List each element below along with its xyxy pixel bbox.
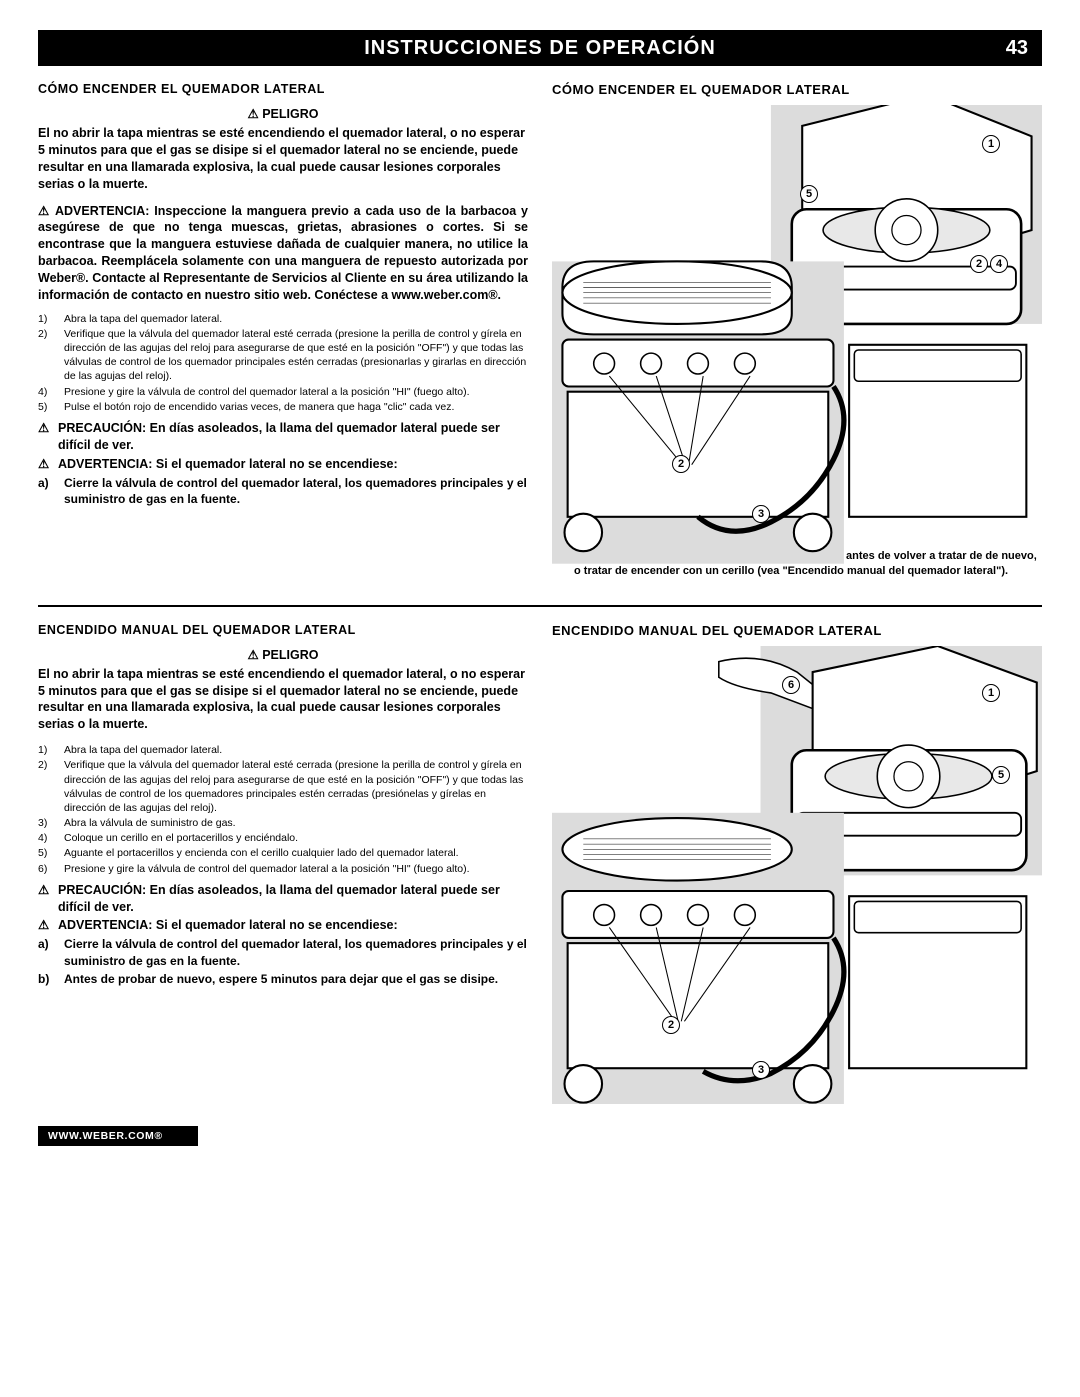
s2-steps: 1)Abra la tapa del quemador lateral. 2)V…: [38, 743, 528, 876]
page-number: 43: [1006, 37, 1028, 60]
s1-title: CÓMO ENCENDER EL QUEMADOR LATERAL: [38, 82, 528, 96]
section-1-left: CÓMO ENCENDER EL QUEMADOR LATERAL ⚠ PELI…: [38, 82, 528, 579]
callout-4: 4: [990, 255, 1008, 273]
page: INSTRUCCIONES DE OPERACIÓN 43 CÓMO ENCEN…: [0, 0, 1080, 1166]
section-2-left: ENCENDIDO MANUAL DEL QUEMADOR LATERAL ⚠ …: [38, 623, 528, 1090]
callout-2b: 2: [672, 455, 690, 473]
s2-sub-a: a)Cierre la válvula de control del quema…: [38, 936, 528, 968]
s1-sub-a: a)Cierre la válvula de control del quema…: [38, 475, 528, 507]
grill-diagram-1: [552, 105, 1042, 564]
footer-url: WWW.WEBER.COM®: [38, 1126, 198, 1146]
callout-6: 6: [782, 676, 800, 694]
callout-2c: 2: [662, 1016, 680, 1034]
header-bar: INSTRUCCIONES DE OPERACIÓN 43: [38, 30, 1042, 66]
s1-steps: 1)Abra la tapa del quemador lateral. 2)V…: [38, 312, 528, 414]
s2-sub-b: b)Antes de probar de nuevo, espere 5 min…: [38, 971, 528, 987]
s1-precaution: ⚠PRECAUCIÓN: En días asoleados, la llama…: [38, 420, 528, 454]
illustration-1: 1 5 2 4 2 3: [552, 105, 1042, 545]
list-item: 3)Abra la válvula de suministro de gas.: [38, 816, 528, 830]
list-item: 2)Verifique que la válvula del quemador …: [38, 327, 528, 384]
list-item: 2)Verifique que la válvula del quemador …: [38, 758, 528, 815]
list-item: 6)Presione y gire la válvula de control …: [38, 862, 528, 876]
s2-right-title: ENCENDIDO MANUAL DEL QUEMADOR LATERAL: [552, 623, 1042, 638]
list-item: 1)Abra la tapa del quemador lateral.: [38, 312, 528, 326]
callout-2a: 2: [970, 255, 988, 273]
callout-5: 5: [800, 185, 818, 203]
callout-3: 3: [752, 505, 770, 523]
section-2-right: ENCENDIDO MANUAL DEL QUEMADOR LATERAL: [552, 623, 1042, 1090]
section-2: ENCENDIDO MANUAL DEL QUEMADOR LATERAL ⚠ …: [38, 623, 1042, 1090]
section-1-right: CÓMO ENCENDER EL QUEMADOR LATERAL: [552, 82, 1042, 579]
callout-1b: 1: [982, 684, 1000, 702]
s1-warn-text: ⚠ ADVERTENCIA: Inspeccione la manguera p…: [38, 203, 528, 304]
s1-right-title: CÓMO ENCENDER EL QUEMADOR LATERAL: [552, 82, 1042, 97]
header-title: INSTRUCCIONES DE OPERACIÓN: [364, 37, 716, 60]
s2-title: ENCENDIDO MANUAL DEL QUEMADOR LATERAL: [38, 623, 528, 637]
s2-danger-label: ⚠ PELIGRO: [38, 647, 528, 662]
s2-precaution: ⚠PRECAUCIÓN: En días asoleados, la llama…: [38, 882, 528, 916]
list-item: 5)Pulse el botón rojo de encendido varia…: [38, 400, 528, 414]
grill-diagram-2: [552, 646, 1042, 1105]
callout-1: 1: [982, 135, 1000, 153]
list-item: 4)Coloque un cerillo en el portacerillos…: [38, 831, 528, 845]
s1-danger-label: ⚠ PELIGRO: [38, 106, 528, 121]
callout-5b: 5: [992, 766, 1010, 784]
illustration-2: 6 1 5 2 3: [552, 646, 1042, 1086]
list-item: 1)Abra la tapa del quemador lateral.: [38, 743, 528, 757]
s2-danger-text: El no abrir la tapa mientras se esté enc…: [38, 666, 528, 734]
s2-adv: ⚠ADVERTENCIA: Si el quemador lateral no …: [38, 917, 528, 934]
s1-danger-text: El no abrir la tapa mientras se esté enc…: [38, 125, 528, 193]
divider: [38, 605, 1042, 607]
callout-3b: 3: [752, 1061, 770, 1079]
list-item: 4)Presione y gire la válvula de control …: [38, 385, 528, 399]
s1-adv: ⚠ADVERTENCIA: Si el quemador lateral no …: [38, 456, 528, 473]
section-1: CÓMO ENCENDER EL QUEMADOR LATERAL ⚠ PELI…: [38, 82, 1042, 579]
list-item: 5)Aguante el portacerillos y encienda co…: [38, 846, 528, 860]
